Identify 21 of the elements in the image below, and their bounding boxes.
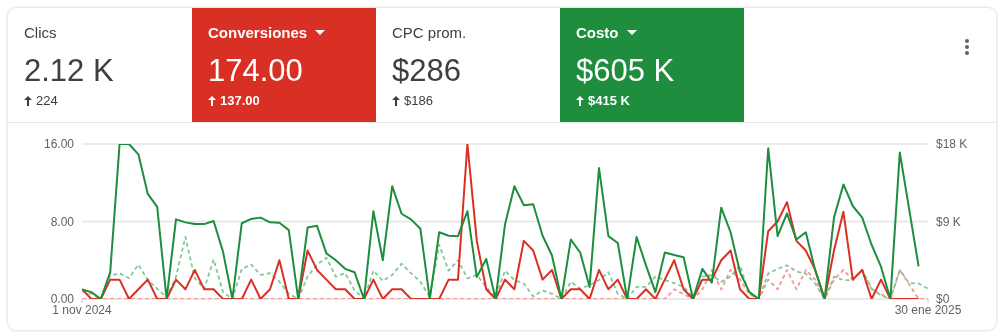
category-label: Conversiones	[208, 24, 308, 41]
line-series	[82, 269, 928, 299]
text: $415 K	[588, 93, 630, 108]
text: $286	[392, 53, 461, 88]
y2-tick-label: $0	[936, 292, 950, 307]
category-label: Costo	[576, 24, 619, 41]
text: 2.12 K	[24, 53, 114, 88]
y2-tick-label: $18 K	[936, 137, 968, 152]
y2-tick-label: $9 K	[936, 214, 961, 229]
x-tick-label: 1 nov 2024	[52, 302, 113, 317]
category-label: Clics	[24, 24, 57, 41]
y-tick-label: 8.00	[50, 214, 75, 229]
text: $186	[404, 93, 433, 108]
line-series	[82, 144, 920, 299]
line-series	[82, 236, 928, 299]
text: 174.00	[208, 53, 303, 88]
y-tick-label: 16.00	[43, 137, 75, 152]
text: $605 K	[576, 53, 675, 88]
category-label: CPC prom.	[392, 24, 467, 41]
text: 137.00	[220, 93, 260, 108]
text: 224	[36, 93, 58, 108]
